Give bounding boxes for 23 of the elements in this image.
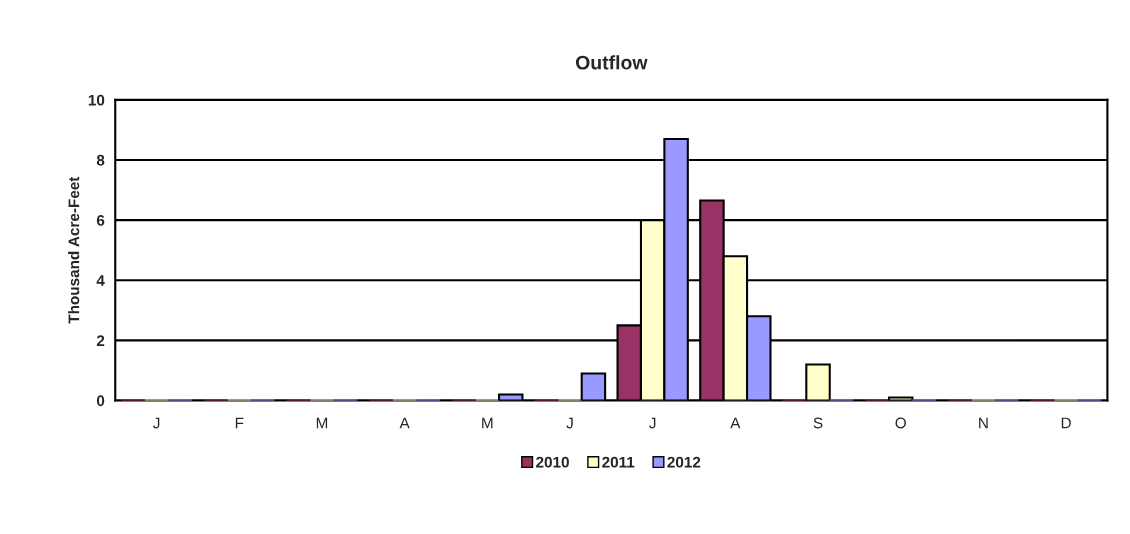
- y-tick-label: 8: [96, 154, 105, 166]
- x-tick-label: O: [895, 417, 906, 429]
- chart-title: Outflow: [575, 55, 648, 70]
- x-tick-label: A: [730, 417, 741, 429]
- legend-label: 2011: [602, 456, 635, 468]
- x-tick-label: S: [813, 417, 823, 429]
- legend-label: 2012: [667, 456, 701, 468]
- x-tick-label: F: [235, 417, 244, 429]
- x-tick-label: D: [1061, 417, 1071, 429]
- x-tick-label: M: [482, 417, 493, 429]
- y-axis-title: Thousand Acre-Feet: [68, 176, 80, 324]
- x-tick-label: J: [566, 417, 573, 429]
- y-tick-label: 6: [96, 214, 105, 226]
- y-tick-label: 4: [96, 275, 105, 286]
- y-tick-label: 0: [96, 395, 105, 407]
- y-tick-label: 10: [88, 94, 105, 106]
- x-tick-label: J: [153, 417, 160, 429]
- legend-label: 2010: [536, 456, 569, 468]
- y-tick-label: 2: [96, 335, 105, 346]
- x-tick-label: A: [399, 417, 410, 429]
- x-tick-label: N: [979, 417, 988, 429]
- x-tick-label: J: [649, 417, 656, 429]
- x-tick-label: M: [316, 417, 328, 429]
